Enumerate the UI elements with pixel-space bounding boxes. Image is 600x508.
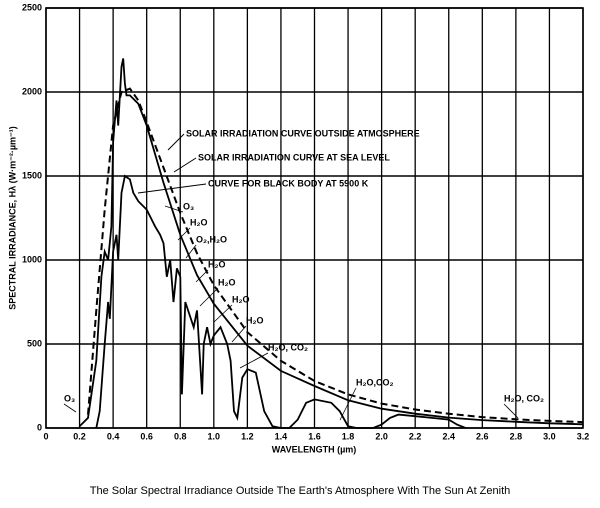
series-label: CURVE FOR BLACK BODY AT 5900 K <box>208 178 369 188</box>
absorption-label: H₂O <box>190 217 208 227</box>
series-label: SOLAR IRRADIATION CURVE AT SEA LEVEL <box>198 152 390 162</box>
x-tick-label: 1.8 <box>342 431 355 441</box>
x-axis-label: WAVELENGTH (µm) <box>272 444 357 454</box>
x-tick-label: 0.4 <box>107 431 120 441</box>
absorption-label: H₂O,CO₂ <box>356 377 394 387</box>
absorption-label: O₂,H₂O <box>196 234 227 244</box>
annotation-leader <box>213 304 233 323</box>
absorption-label: O₃ <box>183 201 194 211</box>
x-tick-label: 2.2 <box>409 431 422 441</box>
annotation-leader <box>339 387 357 421</box>
x-tick-label: 2.4 <box>442 431 455 441</box>
annotation-leader <box>239 352 269 369</box>
x-tick-label: 1.6 <box>308 431 321 441</box>
x-tick-label: 2.8 <box>510 431 523 441</box>
y-axis-label: SPECTRAL IRRADIANCE, Hλ (W·m⁻²·µm⁻¹) <box>7 126 17 310</box>
annotation-leader <box>177 227 191 241</box>
absorption-label: H₂O <box>232 294 250 304</box>
x-tick-label: 3.2 <box>577 431 590 441</box>
leader-line <box>173 157 197 173</box>
annotation-leader <box>231 325 247 343</box>
plot-frame <box>45 7 584 429</box>
x-tick-label: 0.6 <box>140 431 153 441</box>
series-line <box>87 87 584 424</box>
absorption-label: H₂O <box>218 277 236 287</box>
annotation-leader <box>185 244 197 259</box>
series-line <box>95 174 466 429</box>
leader-line <box>167 133 185 151</box>
absorption-label: H₂O, CO₂ <box>268 342 308 352</box>
absorption-label: O₃ <box>64 393 75 403</box>
x-tick-label: 0.8 <box>174 431 187 441</box>
x-tick-label: 2.0 <box>375 431 388 441</box>
series-line <box>78 58 584 427</box>
annotation-leader <box>199 287 219 307</box>
y-tick-label: 1500 <box>22 170 42 180</box>
absorption-label: H₂O <box>246 315 264 325</box>
y-tick-label: 0 <box>37 422 42 432</box>
absorption-label: H₂O, CO₂ <box>504 393 544 403</box>
annotation-leader <box>195 269 209 283</box>
x-tick-label: 1.0 <box>208 431 221 441</box>
leader-line <box>137 183 207 194</box>
x-tick-label: 1.4 <box>275 431 288 441</box>
x-tick-label: 1.2 <box>241 431 254 441</box>
x-tick-label: 0.2 <box>73 431 86 441</box>
x-tick-label: 0 <box>43 431 48 441</box>
annotation-leader <box>164 205 184 213</box>
y-tick-label: 500 <box>27 338 42 348</box>
y-tick-label: 2000 <box>22 86 42 96</box>
y-tick-label: 2500 <box>22 2 42 12</box>
absorption-label: H₂O <box>208 259 226 269</box>
annotation-leader <box>63 403 77 413</box>
series-label: SOLAR IRRADIATION CURVE OUTSIDE ATMOSPHE… <box>186 128 420 138</box>
chart-caption: The Solar Spectral Irradiance Outside Th… <box>90 485 511 497</box>
x-tick-label: 3.0 <box>543 431 556 441</box>
annotation-leader <box>503 403 519 419</box>
x-tick-label: 2.6 <box>476 431 489 441</box>
y-tick-label: 1000 <box>22 254 42 264</box>
